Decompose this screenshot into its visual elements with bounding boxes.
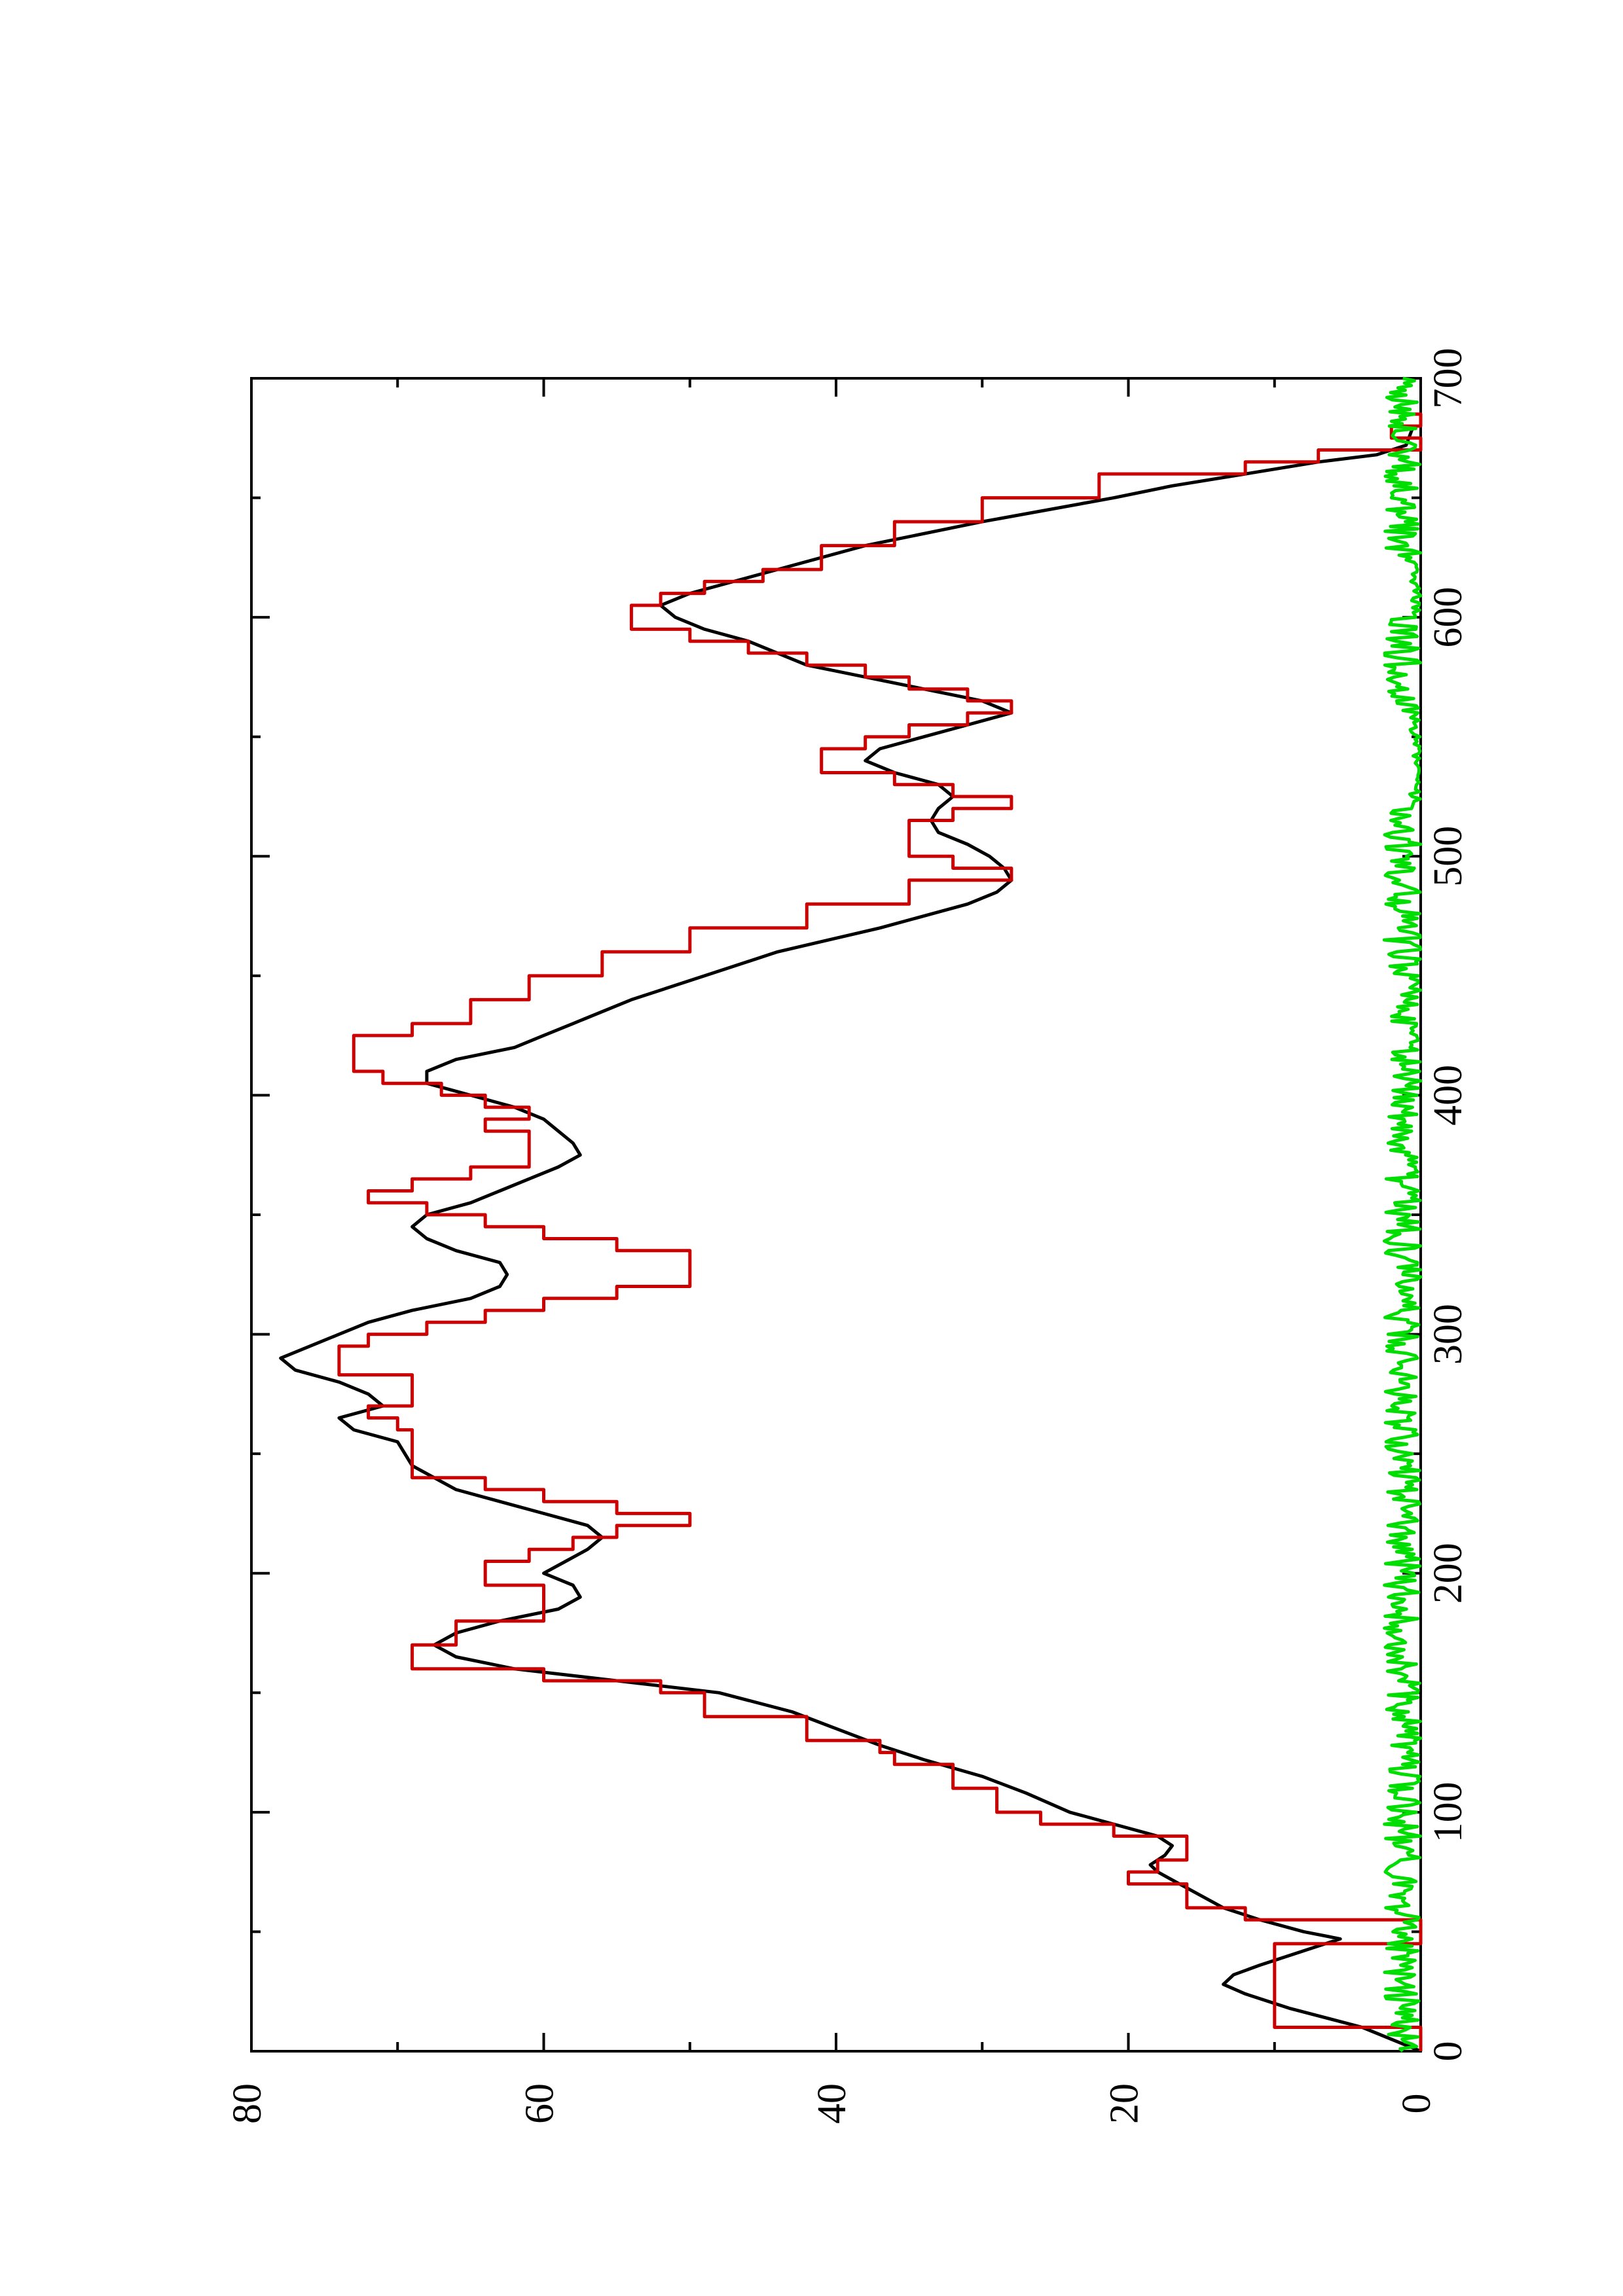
y-tick-label-80: 80 — [225, 2083, 270, 2124]
x-tick-label-200: 200 — [1426, 1543, 1470, 1604]
x-tick-label-600: 600 — [1426, 587, 1470, 648]
series-line-3 — [1382, 376, 1423, 2053]
series-group — [279, 376, 1423, 2053]
y-tick-label-20: 20 — [1103, 2083, 1147, 2124]
x-tick-label-300: 300 — [1426, 1304, 1470, 1365]
series-line-2 — [337, 412, 1423, 2051]
y-tick-label-40: 40 — [810, 2083, 854, 2124]
axis-tick-labels: 0 100 200 300 400 500 600 700 0 20 40 60 80 — [225, 348, 1470, 2125]
x-tick-label-700: 700 — [1426, 348, 1470, 409]
y-tick-label-0: 0 — [1395, 2094, 1439, 2114]
x-tick-label-500: 500 — [1426, 826, 1470, 887]
series-line-1 — [279, 425, 1421, 2053]
x-tick-label-400: 400 — [1426, 1065, 1470, 1126]
x-tick-label-0: 0 — [1426, 2041, 1470, 2062]
y-tick-label-60: 60 — [518, 2083, 562, 2124]
x-tick-label-100: 100 — [1426, 1782, 1470, 1842]
